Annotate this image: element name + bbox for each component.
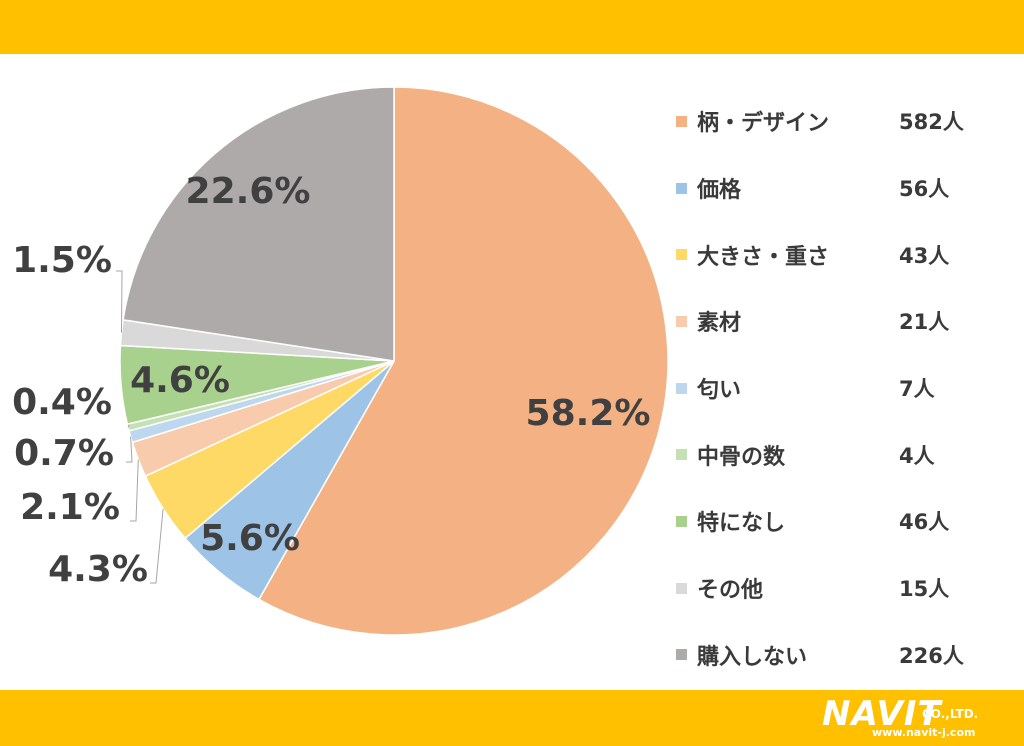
logo-suffix: CO.,LTD. [922,707,979,721]
legend-label: その他 [697,578,764,604]
data-label: 2.1% [20,487,120,528]
leader-line [130,459,139,522]
pie-slice [257,86,669,636]
legend-label: 特になし [697,511,786,537]
legend-count: 7人 [899,377,935,402]
legend-swatch [676,115,687,127]
legend-label: 中骨の数 [697,444,786,470]
legend-swatch [676,315,687,327]
legend-count: 56人 [899,177,950,202]
legend-item: 柄・デザイン 582人 [676,88,1006,155]
data-label: 22.6% [186,171,311,212]
legend-label: 柄・デザイン [697,111,830,137]
logo-url: www.navit-j.com [872,726,976,739]
legend-item: 特になし 46人 [676,488,1006,555]
data-label: 0.4% [12,382,112,423]
legend-swatch [676,449,687,461]
legend-count: 21人 [899,310,950,335]
leader-line [116,270,123,333]
data-label: 58.2% [526,393,651,434]
legend-count: 226人 [899,643,964,668]
legend-label: 素材 [697,311,742,337]
legend-count: 4人 [899,443,935,468]
bottom-banner [0,690,1024,746]
data-label: 4.6% [130,360,230,401]
data-label: 4.3% [48,549,148,590]
legend-item: 大きさ・重さ 43人 [676,221,1006,288]
legend-item: 価格 56人 [676,155,1006,222]
legend-count: 43人 [899,243,950,268]
legend-swatch [676,182,687,194]
leader-line [126,436,133,463]
logo-main: NAVIT [822,694,942,734]
legend-swatch [676,249,687,261]
data-label: 1.5% [12,240,112,281]
legend-count: 15人 [899,577,950,602]
legend-label: 大きさ・重さ [697,244,830,270]
legend-label: 購入しない [697,644,808,670]
legend-item: その他 15人 [676,555,1006,622]
legend-swatch [676,582,687,594]
legend-item: 匂い 7人 [676,355,1006,422]
data-label: 5.6% [200,518,300,559]
legend-label: 価格 [697,178,742,204]
legend-item: 中骨の数 4人 [676,421,1006,488]
top-banner [0,0,1024,54]
legend-swatch [676,515,687,527]
legend-item: 購入しない 226人 [676,622,1006,689]
legend-swatch [676,382,687,394]
legend-label: 匂い [697,378,742,404]
pie-slice [122,86,395,362]
legend-swatch [676,649,687,661]
legend: 柄・デザイン 582人 価格 56人 大きさ・重さ 43人 素材 21人 匂い … [676,88,1006,688]
legend-count: 46人 [899,510,950,535]
leader-line [150,508,164,584]
company-logo: NAVIT CO.,LTD. www.navit-j.com [822,694,1012,742]
legend-count: 582人 [899,110,964,135]
legend-item: 素材 21人 [676,288,1006,355]
data-label: 0.7% [14,433,114,474]
